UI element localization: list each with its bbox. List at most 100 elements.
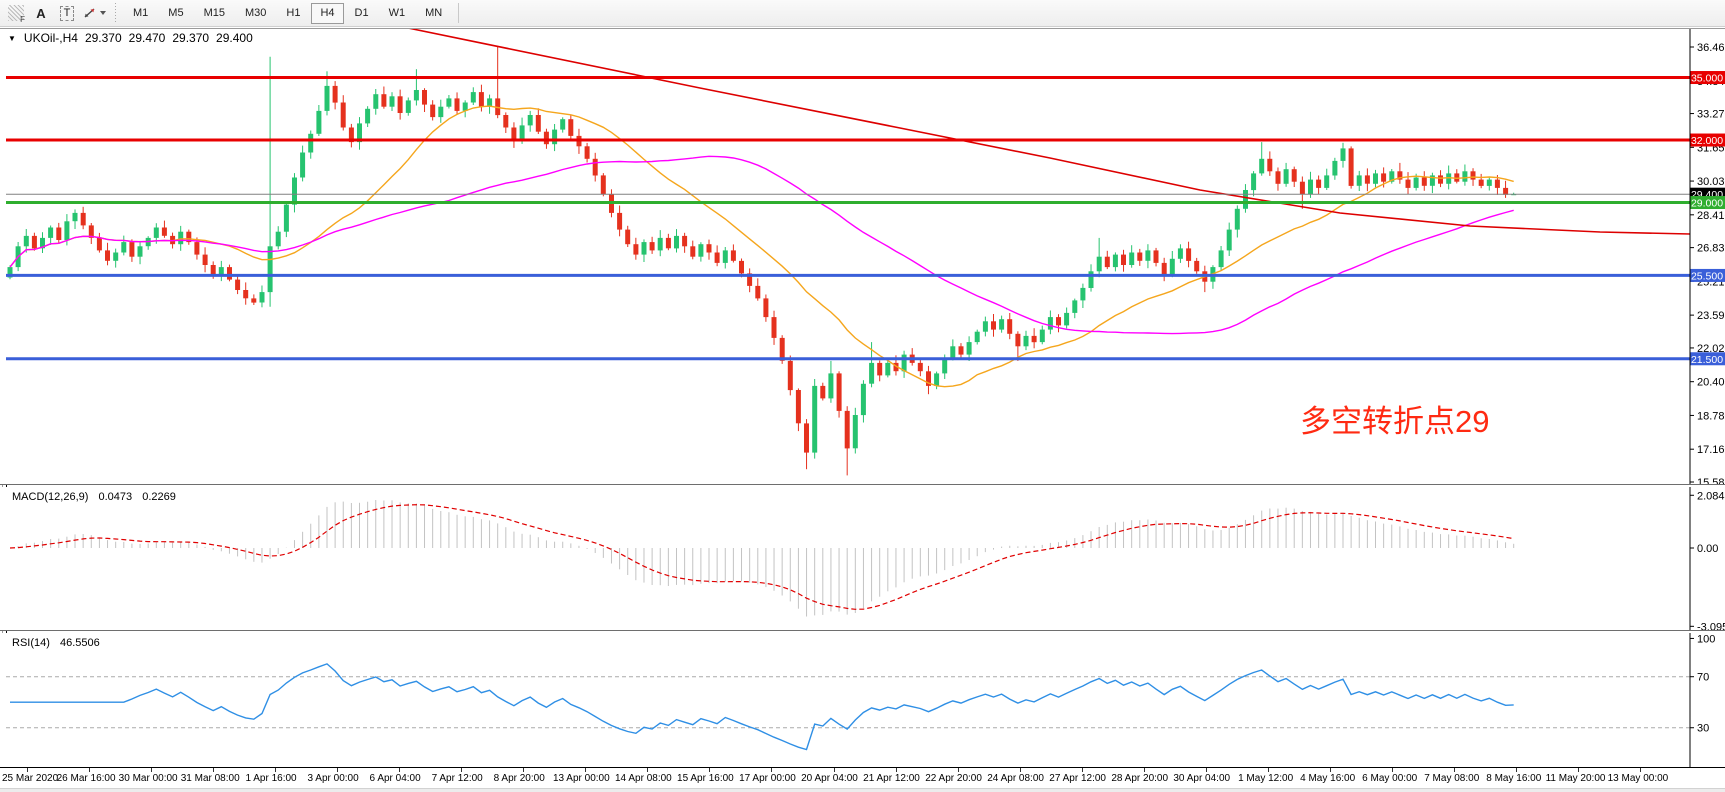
time-tick <box>957 768 959 772</box>
timeframe-button-D1[interactable]: D1 <box>354 7 369 19</box>
time-tick <box>1391 768 1393 772</box>
slow-ma-line[interactable] <box>9 155 1514 335</box>
macd-label: MACD(12,26,9) 0.0473 0.2269 <box>12 491 183 503</box>
panel-splitter-1[interactable] <box>0 484 1725 485</box>
time-tick-label: 30 Mar 00:00 <box>118 773 178 784</box>
time-tick <box>1267 768 1269 772</box>
macd-panel-canvas[interactable]: 2.084 0.00 -3.0957 <box>0 487 1725 630</box>
time-tick-label: 15 Apr 16:00 <box>677 773 734 784</box>
svg-text:35.000: 35.000 <box>1691 73 1723 85</box>
time-tick <box>585 768 587 772</box>
macd-signal-value: 0.2269 <box>142 491 176 503</box>
timeframe-button-MN[interactable]: MN <box>425 7 443 19</box>
time-tick-label: 7 May 08:00 <box>1424 773 1480 784</box>
font-tool-button[interactable]: A <box>29 2 53 24</box>
trendline[interactable] <box>407 28 1691 235</box>
price-tick-label: 23.595 <box>1697 310 1725 322</box>
chart-low-value: 29.370 <box>172 31 210 45</box>
price-tag-25.500: 25.500 <box>1690 268 1725 282</box>
time-tick <box>275 768 277 772</box>
time-tick <box>1143 768 1145 772</box>
time-tick <box>1019 768 1021 772</box>
dropdown-caret-icon <box>100 11 106 15</box>
price-tick-label: 15.585 <box>1697 477 1725 484</box>
time-axis[interactable]: 25 Mar 2020 26 Mar 16:00 30 Mar 00:00 31 Ma… <box>0 767 1725 789</box>
candlestick-series <box>7 46 1517 476</box>
time-tick-label: 28 Apr 20:00 <box>1111 773 1169 784</box>
time-tick <box>647 768 649 772</box>
diagonal-arrows-icon <box>84 8 95 18</box>
time-tick-label: 14 Apr 08:00 <box>615 773 672 784</box>
chart-symbol-period: UKOil-,H4 <box>23 31 78 45</box>
price-tag-32.000: 32.000 <box>1690 133 1725 147</box>
svg-text:25.500: 25.500 <box>1691 270 1723 282</box>
text-label-tool-button[interactable]: T <box>55 2 79 24</box>
rsi-axis-label: 100 <box>1697 633 1715 645</box>
time-tick <box>771 768 773 772</box>
time-tick <box>709 768 711 772</box>
toolbar-separator-2 <box>458 3 460 23</box>
macd-main-value: 0.0473 <box>98 491 133 503</box>
toolbar-grip-icon[interactable]: F <box>8 5 25 24</box>
rsi-panel-canvas[interactable]: 100 70 30 <box>0 633 1725 767</box>
rsi-indicator-name: RSI(14) <box>12 637 50 649</box>
price-tick-label: 36.465 <box>1697 42 1725 54</box>
macd-histogram <box>17 500 1515 617</box>
time-tick-label: 3 Apr 00:00 <box>307 773 359 784</box>
time-tick-label: 8 Apr 20:00 <box>493 773 545 784</box>
chart-high-value: 29.470 <box>128 31 166 45</box>
price-tick-label: 26.835 <box>1697 243 1725 255</box>
window-bottom-edge <box>0 788 1725 792</box>
price-tag-21.500: 21.500 <box>1690 352 1725 366</box>
chart-title: ▼ UKOil-,H4 29.370 29.470 29.370 29.400 <box>8 31 253 45</box>
time-tick-label: 4 May 16:00 <box>1300 773 1356 784</box>
time-tick <box>1329 768 1331 772</box>
main-chart-canvas[interactable]: 36.46534.84533.27031.65030.03028.41026.8… <box>0 28 1725 484</box>
macd-axis-label: 2.084 <box>1697 490 1725 502</box>
time-tick <box>523 768 525 772</box>
macd-axis-label: 0.00 <box>1697 543 1718 555</box>
time-tick <box>461 768 463 772</box>
time-tick <box>27 768 28 772</box>
time-tick <box>833 768 835 772</box>
time-tick-label: 13 May 00:00 <box>1607 773 1669 784</box>
time-tick-label: 1 Apr 16:00 <box>245 773 297 784</box>
time-tick <box>1515 768 1517 772</box>
cursor-arrows-tool-button[interactable] <box>81 2 107 24</box>
timeframe-button-H4[interactable]: H4 <box>311 2 344 24</box>
time-tick <box>1578 768 1579 772</box>
panel-splitter-2[interactable] <box>0 630 1725 631</box>
toolbar: F A T M1 M5 M15 M30 H1 H4 D1 W1 MN <box>0 0 1725 27</box>
price-tick-label: 17.160 <box>1697 444 1725 456</box>
timeframe-button-H1[interactable]: H1 <box>286 7 301 19</box>
time-tick-label: 7 Apr 12:00 <box>431 773 483 784</box>
timeframe-button-M5[interactable]: M5 <box>168 7 184 19</box>
time-tick-label: 24 Apr 08:00 <box>987 773 1044 784</box>
rsi-line <box>10 663 1514 751</box>
price-tag-29.000: 29.000 <box>1690 196 1725 210</box>
toolbar-separator <box>113 3 118 23</box>
price-tick-label: 30.030 <box>1697 176 1725 188</box>
price-tick-label: 28.410 <box>1697 210 1725 222</box>
annotation-text[interactable]: 多空转折点29 <box>1300 404 1490 439</box>
time-tick <box>337 768 339 772</box>
time-tick-label: 11 May 20:00 <box>1545 773 1606 784</box>
timeframe-button-M15[interactable]: M15 <box>203 7 225 19</box>
price-tick-label: 18.780 <box>1697 410 1725 422</box>
rsi-label: RSI(14) 46.5506 <box>12 637 107 649</box>
rsi-axis-label: 30 <box>1697 723 1709 735</box>
timeframe-button-W1[interactable]: W1 <box>388 7 406 19</box>
time-tick <box>399 768 401 772</box>
price-axis: 36.46534.84533.27031.65030.03028.41026.8… <box>1690 42 1725 484</box>
font-tool-label: A <box>36 5 46 21</box>
svg-text:29.000: 29.000 <box>1691 198 1723 210</box>
timeframe-button-M30[interactable]: M30 <box>244 7 267 19</box>
time-tick-label: 6 May 00:00 <box>1362 773 1418 784</box>
text-tool-label: T <box>59 5 75 21</box>
timeframe-button-M1[interactable]: M1 <box>133 7 149 19</box>
time-tick <box>1205 768 1207 772</box>
fast-ma-line[interactable] <box>9 105 1514 388</box>
time-tick <box>1453 768 1455 772</box>
symbol-dropdown-icon[interactable]: ▼ <box>8 33 16 43</box>
